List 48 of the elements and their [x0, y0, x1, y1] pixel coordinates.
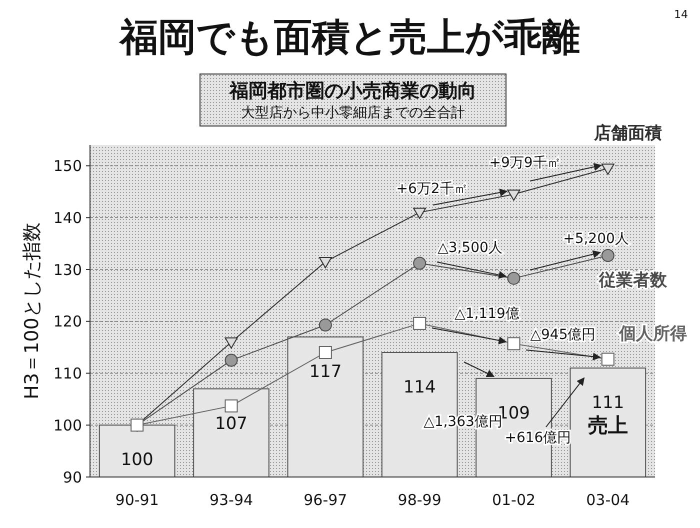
point: [318, 257, 332, 268]
series-label: 売上: [588, 413, 628, 438]
point: [507, 272, 520, 285]
annotation: +9万9千㎡: [489, 155, 561, 171]
x-tick-label: 01-02: [492, 491, 536, 509]
point: [601, 248, 614, 262]
series-label: 店舗面積: [592, 123, 662, 144]
point: [601, 352, 614, 366]
y-tick-label: 140: [53, 208, 82, 227]
annotation: △945億円: [530, 327, 596, 343]
point: [507, 190, 520, 201]
text: 14: [674, 8, 688, 21]
chart-title: 福岡でも面積と売上が乖離: [118, 15, 580, 59]
point: [413, 256, 426, 270]
annotation: △1,119億: [454, 306, 520, 322]
x-tick-label: 98-99: [398, 491, 442, 509]
data-label: 114: [403, 378, 436, 398]
annotation: +6万2千㎡: [396, 181, 468, 197]
chart-subtitle: 福岡都市圏の小売商業の動向: [228, 80, 476, 102]
annotation: △3,500人: [438, 240, 502, 256]
point: [507, 337, 520, 350]
point: [601, 164, 614, 175]
x-tick-label: 90-91: [115, 491, 159, 509]
y-tick-label: 130: [53, 260, 82, 279]
data-label: 111: [592, 393, 624, 414]
y-tick-label: 150: [53, 157, 82, 175]
point: [413, 208, 426, 219]
point: [224, 399, 238, 412]
y-tick-label: 90: [62, 468, 82, 486]
y-tick-label: 100: [53, 416, 82, 434]
annotation: +5,200人: [563, 231, 629, 247]
point: [318, 346, 332, 359]
series-label: 従業者数: [598, 270, 668, 290]
x-tick-label: 03-04: [586, 491, 630, 509]
x-tick-label: 93-94: [209, 491, 254, 509]
y-tick-label: 120: [53, 312, 82, 331]
point: [224, 337, 238, 349]
data-label: 100: [120, 450, 154, 470]
text: 大型店から中小零細店までの全合計: [241, 105, 465, 121]
y-axis-title: H3＝100とした指数: [21, 222, 43, 400]
x-tick-label: 96-97: [304, 491, 348, 509]
series-label: 個人所得: [618, 324, 687, 344]
data-label: 107: [215, 414, 248, 434]
y-tick-label: 110: [53, 364, 82, 382]
point: [413, 316, 426, 330]
data-label: 117: [309, 362, 342, 382]
point: [318, 318, 332, 332]
point: [224, 354, 238, 367]
